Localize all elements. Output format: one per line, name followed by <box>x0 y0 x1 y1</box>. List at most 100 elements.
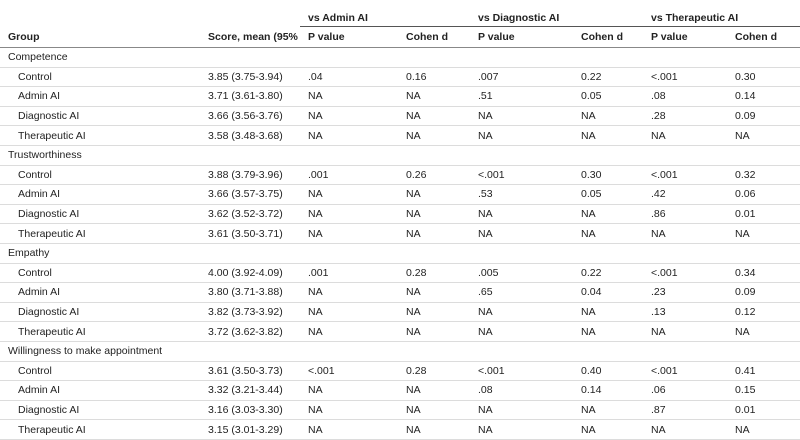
cell: NA <box>308 325 323 338</box>
cell: 0.09 <box>735 110 756 123</box>
cell: <.001 <box>651 266 678 279</box>
cell: NA <box>478 110 493 123</box>
cell: .87 <box>651 403 666 416</box>
column-header: Score, mean (95% CI) <box>200 26 300 48</box>
cell: NA <box>308 188 323 201</box>
cell: NA <box>308 403 323 416</box>
cell: NA <box>406 129 421 142</box>
group-name: Control <box>18 168 52 181</box>
cell: <.001 <box>308 364 335 377</box>
group-name: Diagnostic AI <box>18 208 80 221</box>
column-header: Cohen d <box>573 26 643 48</box>
cell: NA <box>406 90 421 103</box>
cell: 3.85 (3.75-3.94) <box>208 70 283 83</box>
group-name: Admin AI <box>18 90 61 103</box>
cell: NA <box>478 325 493 338</box>
cell: NA <box>308 306 323 319</box>
cell: NA <box>735 227 750 240</box>
cell: 0.41 <box>735 364 756 377</box>
group-name: Admin AI <box>18 188 61 201</box>
cell: .23 <box>651 286 666 299</box>
cell: 3.88 (3.79-3.96) <box>208 168 283 181</box>
cell: NA <box>308 227 323 240</box>
column-header: Cohen d <box>398 26 470 48</box>
cell: 0.32 <box>735 168 756 181</box>
cell: NA <box>406 325 421 338</box>
cell: .007 <box>478 70 499 83</box>
data-row: Diagnostic AI 3.62 (3.52-3.72) NA NA NA NA .86… <box>0 204 800 224</box>
cell: NA <box>406 110 421 123</box>
section-row: Competence <box>0 48 800 68</box>
column-header: Group <box>0 26 200 48</box>
cell: 3.66 (3.56-3.76) <box>208 110 283 123</box>
cell: NA <box>406 423 421 436</box>
group-header: vs Admin AI <box>300 0 470 27</box>
cell: 0.15 <box>735 384 756 397</box>
group-header: vs Therapeutic AI <box>643 0 800 27</box>
cell: <.001 <box>478 168 505 181</box>
cell: 0.30 <box>581 168 602 181</box>
cell: 3.62 (3.52-3.72) <box>208 208 283 221</box>
cell: 0.14 <box>735 90 756 103</box>
cell: NA <box>308 208 323 221</box>
section-row: Trustworthiness <box>0 145 800 166</box>
section-name: Empathy <box>8 247 50 260</box>
cell: 3.72 (3.62-3.82) <box>208 325 283 338</box>
cell: NA <box>478 129 493 142</box>
data-row: Diagnostic AI 3.82 (3.73-3.92) NA NA NA NA .13… <box>0 302 800 322</box>
data-row: Admin AI 3.80 (3.71-3.88) NA NA .65 0.04 .23 0.… <box>0 283 800 303</box>
cell: NA <box>735 325 750 338</box>
cell: NA <box>651 227 666 240</box>
cell: .001 <box>308 266 329 279</box>
cell: NA <box>308 129 323 142</box>
group-name: Diagnostic AI <box>18 403 80 416</box>
column-header: P value <box>300 26 398 48</box>
cell: NA <box>406 227 421 240</box>
cell: .53 <box>478 188 493 201</box>
cell: 3.58 (3.48-3.68) <box>208 129 283 142</box>
cell: NA <box>581 129 596 142</box>
cell: 0.16 <box>406 70 427 83</box>
cell: 0.30 <box>735 70 756 83</box>
cell: 0.06 <box>735 188 756 201</box>
cell: NA <box>406 384 421 397</box>
cell: 0.22 <box>581 266 602 279</box>
cell: NA <box>308 384 323 397</box>
group-name: Diagnostic AI <box>18 306 80 319</box>
cell: NA <box>308 110 323 123</box>
data-row: Control 4.00 (3.92-4.09) .001 0.28 .005 0.22 <… <box>0 263 800 283</box>
cell: NA <box>478 227 493 240</box>
cell: 0.04 <box>581 286 602 299</box>
cell: 0.34 <box>735 266 756 279</box>
cell: NA <box>581 403 596 416</box>
cell: 3.61 (3.50-3.71) <box>208 227 283 240</box>
group-name: Admin AI <box>18 384 61 397</box>
cell: <.001 <box>651 70 678 83</box>
cell: NA <box>478 208 493 221</box>
cell: NA <box>581 423 596 436</box>
cell: NA <box>581 325 596 338</box>
group-name: Admin AI <box>18 286 61 299</box>
cell: 3.82 (3.73-3.92) <box>208 306 283 319</box>
group-name: Diagnostic AI <box>18 110 80 123</box>
cell: NA <box>651 129 666 142</box>
cell: .51 <box>478 90 493 103</box>
cell: 3.61 (3.50-3.73) <box>208 364 283 377</box>
section-name: Competence <box>8 51 68 64</box>
cell: NA <box>406 403 421 416</box>
cell: 3.71 (3.61-3.80) <box>208 90 283 103</box>
group-name: Control <box>18 266 52 279</box>
cell: NA <box>651 423 666 436</box>
cell: 0.09 <box>735 286 756 299</box>
cell: 0.40 <box>581 364 602 377</box>
cell: NA <box>581 227 596 240</box>
cell: NA <box>478 423 493 436</box>
cell: <.001 <box>651 168 678 181</box>
cell: .005 <box>478 266 499 279</box>
column-header: Cohen d <box>727 26 800 48</box>
cell: <.001 <box>478 364 505 377</box>
data-row: Control 3.85 (3.75-3.94) .04 0.16 .007 0.22 <.… <box>0 67 800 87</box>
section-row: Empathy <box>0 243 800 264</box>
cell: NA <box>308 286 323 299</box>
